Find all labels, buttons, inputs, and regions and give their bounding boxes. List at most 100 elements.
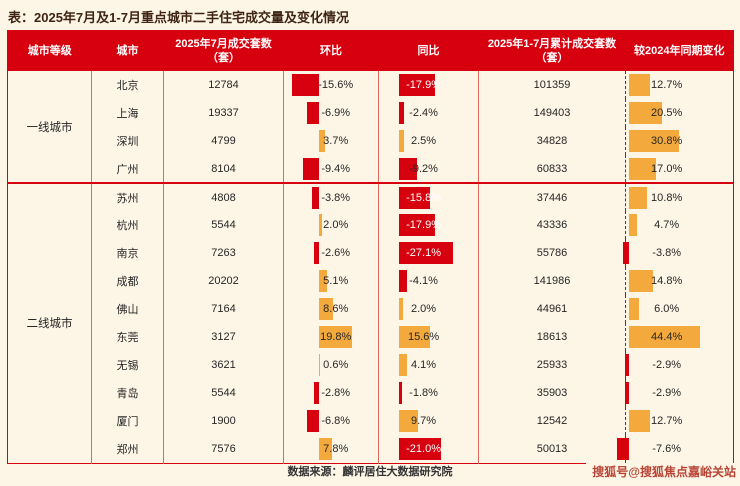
table-row: 一线城市 北京 12784 -15.6% -17.9% 101359 12.7%	[8, 71, 734, 134]
jul-sales-cell: 12784	[163, 71, 284, 99]
mom-cell: 19.8%	[283, 323, 379, 351]
positive-bar	[318, 214, 323, 236]
page-title: 表：2025年7月及1-7月重点城市二手住宅成交量及变化情况	[8, 10, 349, 25]
jul-sales-cell: 7576	[163, 435, 284, 463]
negative-bar	[398, 270, 407, 292]
positive-bar	[629, 74, 650, 96]
yoy-cell: -1.8%	[378, 379, 479, 407]
negative-bar	[624, 382, 630, 404]
yoy-cell: -9.2%	[378, 155, 479, 183]
positive-bar	[398, 130, 404, 152]
jul-sales-cell: 3127	[163, 323, 284, 351]
value-label: 0.6%	[323, 359, 349, 371]
jul-sales-cell: 7263	[163, 239, 284, 267]
city-cell: 成都	[91, 267, 164, 295]
chg-cell: -7.6%	[617, 435, 734, 463]
jul-sales-cell: 1900	[163, 407, 284, 435]
mom-cell: -2.6%	[283, 239, 379, 267]
cum-sales-cell: 35903	[478, 379, 626, 407]
yoy-cell: -17.9%	[378, 71, 479, 99]
table-header: 城市等级 城市 2025年7月成交套数（套） 环比 同比 2025年1-7月累计成交套数（…	[7, 30, 734, 71]
value-label: 2.0%	[323, 219, 349, 231]
value-label: 12.7%	[651, 415, 683, 427]
column-header: 城市等级	[7, 30, 92, 71]
column-header: 较2024年同期变化	[625, 30, 734, 71]
chg-cell: 17.0%	[625, 155, 734, 183]
table-row: 郑州 7576 7.8% -21.0% 50013 -7.6%	[8, 435, 734, 463]
city-cell: 苏州	[91, 182, 164, 211]
chg-cell: -3.8%	[623, 239, 734, 267]
positive-bar	[629, 410, 650, 432]
mom-cell: 8.6%	[283, 295, 379, 323]
city-cell: 东莞	[91, 323, 164, 351]
value-label: -17.9%	[406, 219, 441, 231]
value-label: 5.1%	[323, 275, 349, 287]
yoy-cell: 4.1%	[378, 351, 479, 379]
table-row: 无锡 3621 0.6% 4.1% 25933 -2.9%	[8, 351, 734, 379]
value-label: -4.1%	[409, 275, 438, 287]
positive-bar	[318, 270, 328, 292]
city-cell: 广州	[91, 155, 164, 183]
column-header: 2025年7月成交套数（套）	[163, 30, 284, 71]
mom-cell: -6.9%	[283, 99, 379, 127]
watermark: 搜狐号@搜狐焦点嘉峪关站	[586, 463, 736, 480]
cum-sales-cell: 141986	[478, 267, 626, 295]
yoy-cell: 2.5%	[378, 127, 479, 155]
cum-sales-cell: 37446	[478, 182, 626, 211]
value-label: 7.8%	[323, 443, 349, 455]
value-label: -3.8%	[652, 247, 682, 259]
table-row: 二线城市 苏州 4808 -3.8% -15.8% 37446 10.8%	[7, 182, 734, 463]
value-label: -9.4%	[321, 163, 351, 175]
tier-cell: 一线城市	[26, 121, 73, 134]
negative-bar	[623, 242, 630, 264]
chg-cell: 10.8%	[625, 182, 734, 211]
positive-bar	[629, 187, 647, 209]
negative-bar	[398, 74, 435, 96]
column-header: 2025年1-7月累计成交套数（套）	[478, 30, 626, 71]
city-cell: 厦门	[91, 407, 164, 435]
jul-sales-cell: 4799	[163, 127, 284, 155]
value-label: 2.5%	[411, 135, 437, 147]
yoy-cell: -15.8%	[378, 182, 479, 211]
value-label: -9.2%	[409, 163, 438, 175]
column-header: 同比	[378, 30, 479, 71]
value-label: 20.5%	[651, 107, 683, 119]
value-label: -2.8%	[321, 387, 351, 399]
city-cell: 郑州	[91, 435, 164, 463]
cum-sales-cell: 18613	[478, 323, 626, 351]
value-label: -6.9%	[321, 107, 351, 119]
value-label: 15.6%	[407, 331, 440, 343]
value-label: 14.8%	[651, 275, 683, 287]
negative-bar	[398, 242, 453, 264]
value-label: -2.4%	[409, 107, 438, 119]
cum-sales-cell: 34828	[478, 127, 626, 155]
negative-bar	[312, 187, 319, 209]
value-label: -1.8%	[409, 387, 438, 399]
mom-cell: -15.6%	[283, 71, 379, 99]
positive-bar	[629, 214, 637, 236]
table-row: 南京 7263 -2.6% -27.1% 55786 -3.8%	[8, 239, 734, 267]
jul-sales-cell: 3621	[163, 351, 284, 379]
mom-cell: 3.7%	[283, 127, 379, 155]
positive-bar	[629, 130, 679, 152]
tier-cell: 二线城市	[7, 182, 92, 463]
city-cell: 佛山	[91, 295, 164, 323]
positive-bar	[629, 326, 701, 348]
table-body: 一线城市 北京 12784 -15.6% -17.9% 101359 12.7% 上海 1933…	[7, 71, 734, 463]
chg-cell: 30.8%	[625, 127, 734, 155]
positive-bar	[398, 326, 430, 348]
mom-cell: -2.8%	[283, 379, 379, 407]
mom-cell: 2.0%	[283, 211, 379, 239]
negative-bar	[314, 242, 319, 264]
negative-bar	[398, 187, 431, 209]
positive-bar	[629, 102, 662, 124]
cum-sales-cell: 149403	[478, 99, 626, 127]
negative-bar	[398, 158, 418, 180]
yoy-cell: -2.4%	[378, 99, 479, 127]
yoy-cell: 15.6%	[378, 323, 479, 351]
negative-bar	[624, 354, 630, 376]
data-source-note: 数据来源：麟评居住大数据研究院	[287, 466, 453, 478]
value-label: -3.8%	[321, 192, 351, 204]
jul-sales-cell: 5544	[163, 211, 284, 239]
chg-cell: -2.9%	[624, 351, 734, 379]
